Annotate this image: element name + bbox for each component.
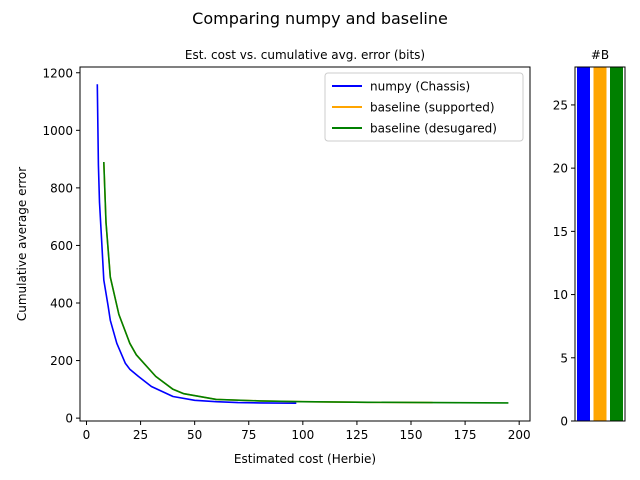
y-tick-label: 800 <box>50 181 73 195</box>
bar-chart-title: #B <box>591 48 609 62</box>
bar-y-tick-label: 5 <box>560 351 568 365</box>
bar-y-tick-label: 0 <box>560 415 568 429</box>
bar-y-tick-label: 15 <box>553 225 568 239</box>
bar-3 <box>610 67 623 421</box>
series-line-baseline-desugared <box>103 161 509 404</box>
y-tick-label: 0 <box>65 412 73 426</box>
figure-suptitle: Comparing numpy and baseline <box>192 9 448 28</box>
line-chart-ticks-group: 0 25 50 75 100 125 150 175 200 0 200 400 600 800 1000 1… <box>42 66 530 442</box>
line-chart-title: Est. cost vs. cumulative avg. error (bit… <box>185 48 425 62</box>
y-tick-label: 1200 <box>42 66 73 80</box>
x-axis-label: Estimated cost (Herbie) <box>234 452 376 466</box>
x-tick-label: 75 <box>241 428 256 442</box>
x-tick-label: 25 <box>133 428 148 442</box>
series-line-baseline-supported <box>103 161 433 404</box>
legend-label-numpy: numpy (Chassis) <box>370 80 470 94</box>
bar-chart: #B 0 5 10 15 20 25 <box>553 48 626 429</box>
x-tick-label: 125 <box>345 428 368 442</box>
x-tick-label: 50 <box>187 428 202 442</box>
y-axis-label: Cumulative average error <box>15 167 29 321</box>
legend: numpy (Chassis) baseline (supported) bas… <box>324 72 524 142</box>
line-chart: Est. cost vs. cumulative avg. error (bit… <box>15 48 531 466</box>
x-tick-label: 150 <box>400 428 423 442</box>
legend-box <box>324 72 524 142</box>
bar-chart-bars-group <box>577 67 623 421</box>
bar-y-tick-label: 25 <box>553 98 568 112</box>
legend-label-baseline-desugared: baseline (desugared) <box>370 122 497 136</box>
bar-y-tick-label: 10 <box>553 288 568 302</box>
y-tick-label: 1000 <box>42 124 73 138</box>
x-tick-label: 200 <box>508 428 531 442</box>
y-tick-label: 400 <box>50 297 73 311</box>
bar-chart-frame <box>574 66 626 422</box>
y-tick-label: 600 <box>50 239 73 253</box>
series-line-numpy-chassis <box>96 84 297 404</box>
y-tick-label: 200 <box>50 354 73 368</box>
x-tick-label: 175 <box>454 428 477 442</box>
bar-1 <box>577 67 590 421</box>
bar-chart-ticks-group: 0 5 10 15 20 25 <box>553 98 575 429</box>
x-tick-label: 100 <box>291 428 314 442</box>
bar-2 <box>593 67 607 421</box>
bar-y-tick-label: 20 <box>553 162 568 176</box>
line-chart-frame <box>79 66 531 422</box>
x-tick-label: 0 <box>83 428 91 442</box>
line-chart-series-group <box>96 84 509 404</box>
legend-label-baseline-supported: baseline (supported) <box>370 101 495 115</box>
